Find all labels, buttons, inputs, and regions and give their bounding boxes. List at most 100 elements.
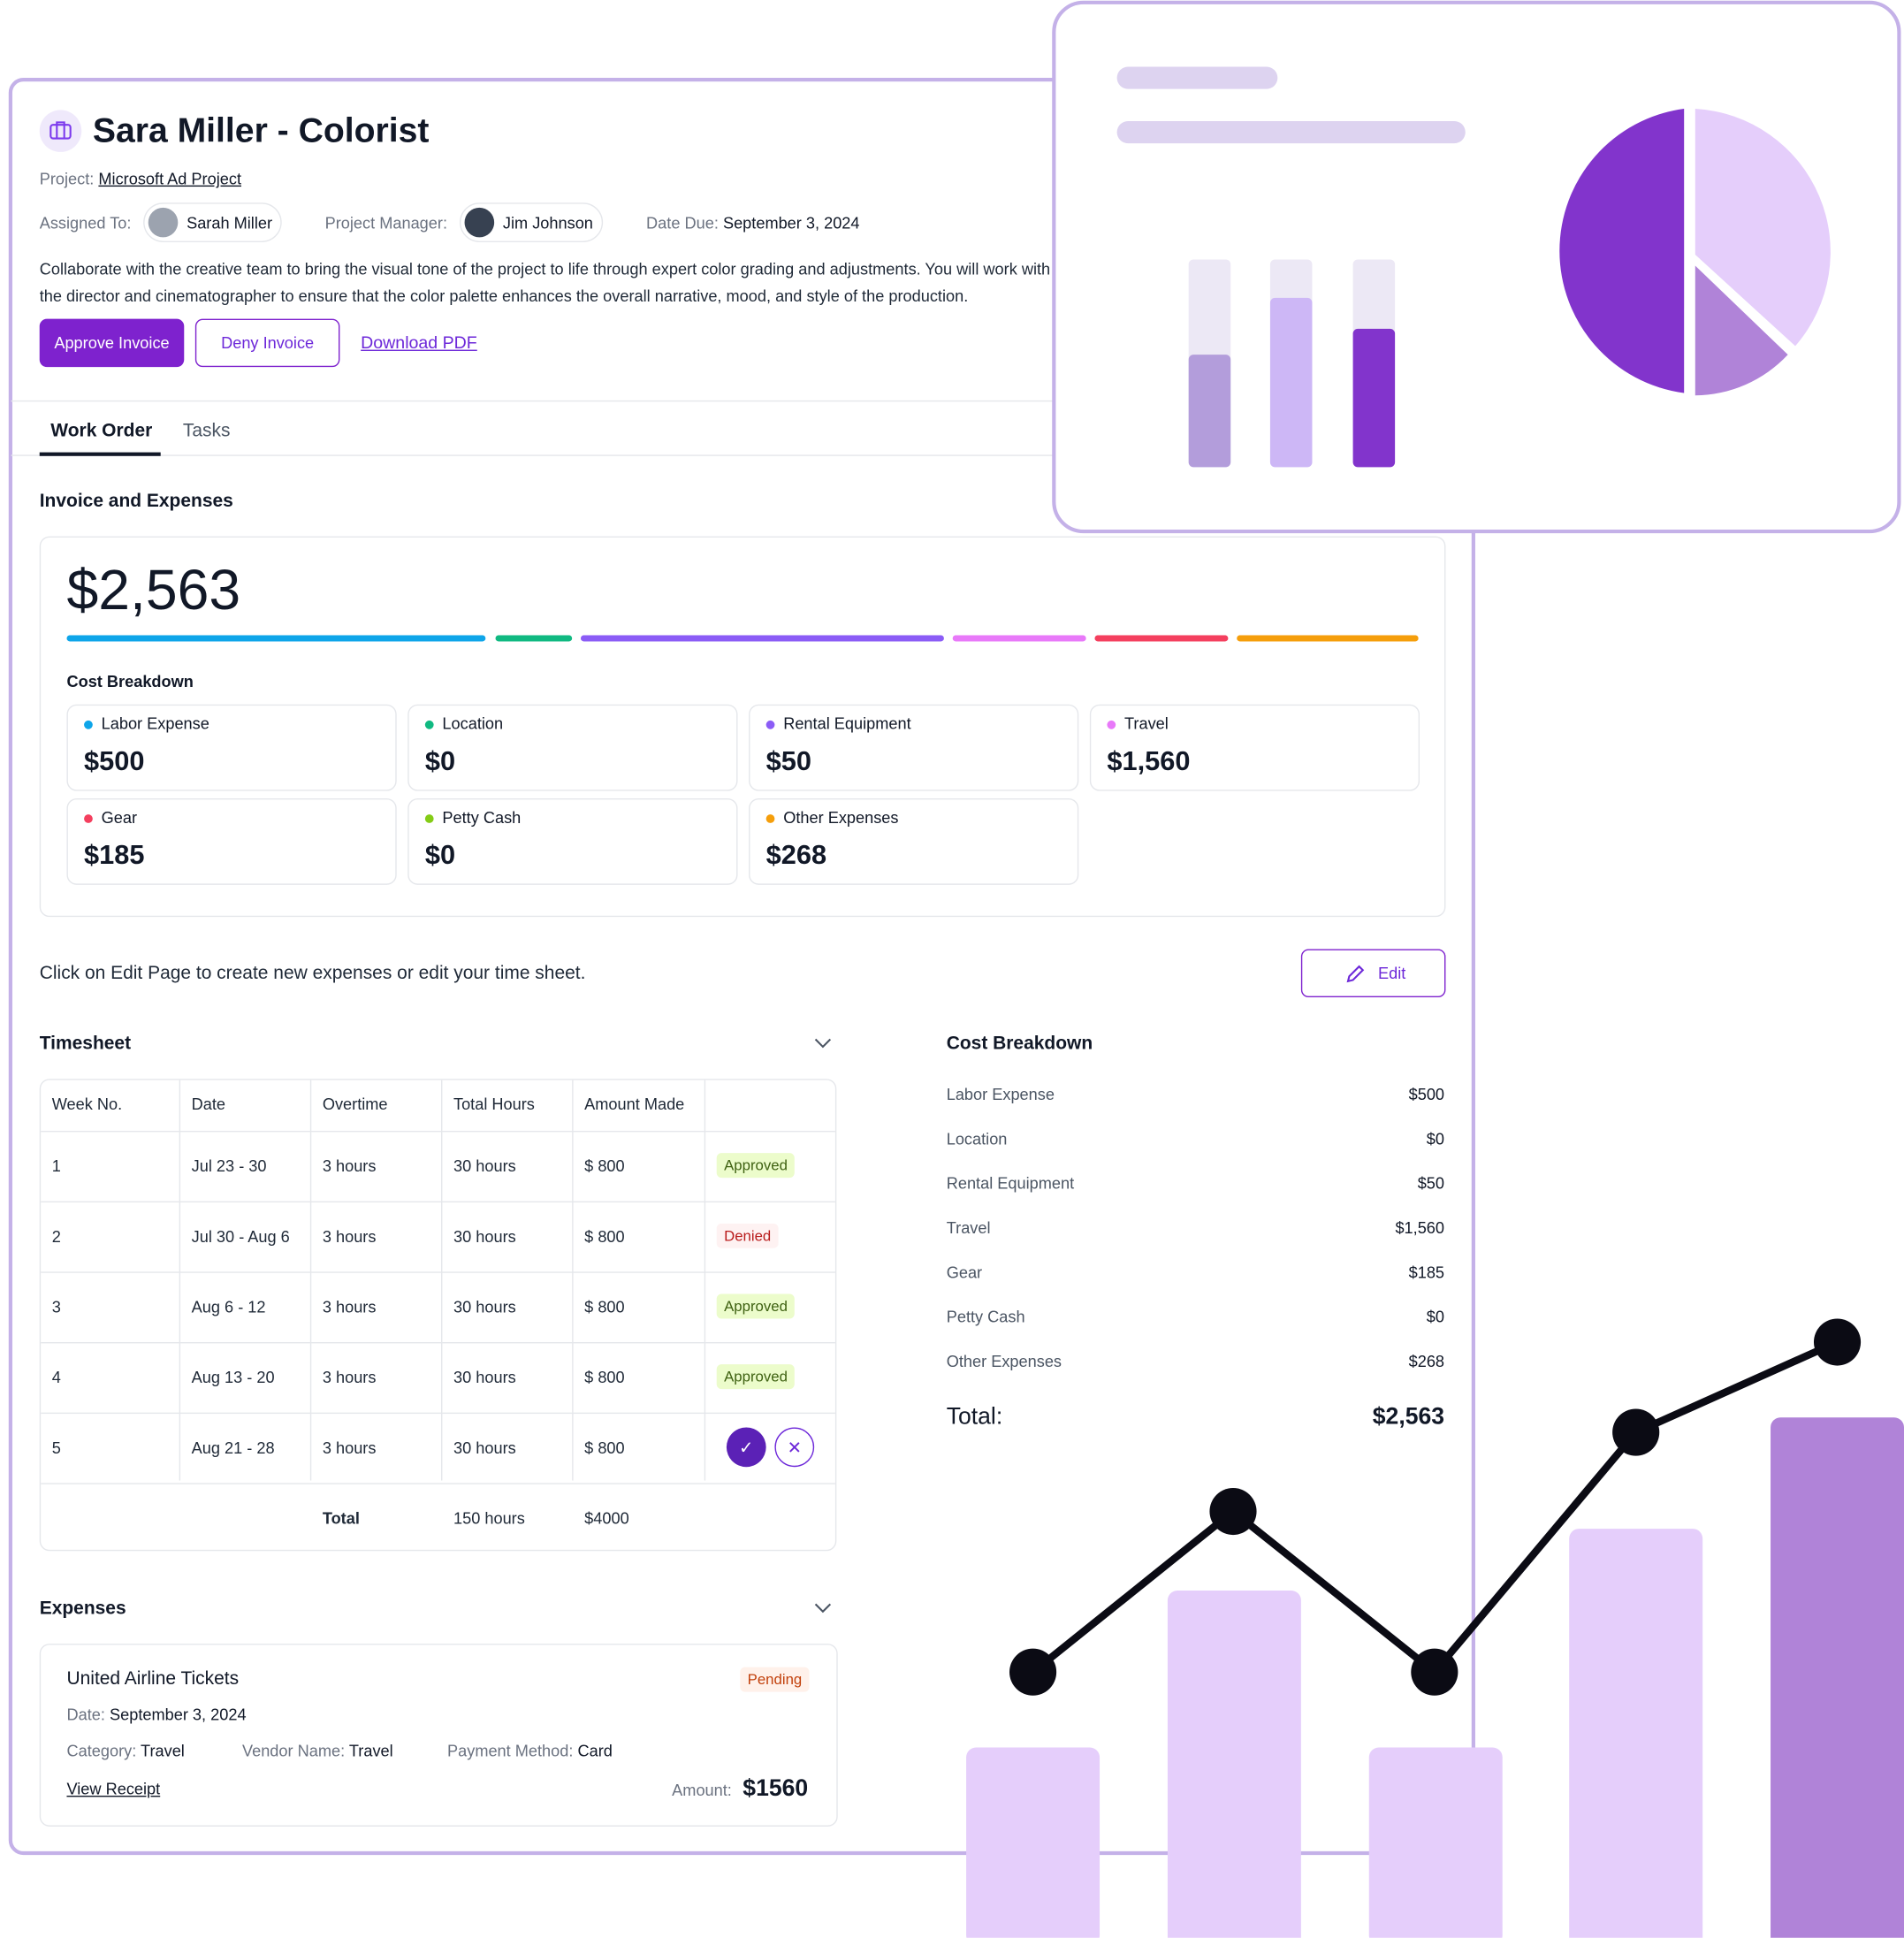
column-divider — [572, 1080, 574, 1481]
cost-value: $1,560 — [1107, 744, 1191, 776]
label: Category: — [66, 1741, 137, 1760]
pencil-icon — [1346, 964, 1365, 982]
section-title: Invoice and Expenses — [39, 490, 233, 512]
cost-value: $500 — [84, 744, 145, 776]
cost-card — [1089, 704, 1420, 791]
deny-button[interactable]: Deny Invoice — [194, 318, 340, 368]
value: $1560 — [743, 1775, 809, 1802]
expense-title: United Airline Tickets — [66, 1668, 240, 1690]
cell: $ 800 — [584, 1156, 625, 1176]
summary-label: Location — [946, 1129, 1008, 1148]
timesheet-table — [39, 1079, 837, 1552]
cost-label: Petty Cash — [442, 808, 522, 828]
cell: 3 — [51, 1297, 61, 1316]
color-bar — [66, 635, 1419, 642]
status-pill: Pending — [740, 1667, 810, 1692]
chip: Sarah Miller — [143, 202, 282, 242]
expense-category: Category: Travel — [66, 1742, 184, 1760]
cost-label: Labor Expense — [101, 713, 209, 733]
legend-dot — [1107, 720, 1116, 729]
column-header: Amount Made — [584, 1095, 685, 1114]
summary-value: $50 — [1417, 1173, 1445, 1193]
summary-total-label: Total: — [946, 1403, 1003, 1431]
total-label: Total — [322, 1508, 360, 1528]
value: Travel — [141, 1741, 185, 1760]
cell: Jul 30 - Aug 6 — [191, 1227, 290, 1246]
column-header: Overtime — [322, 1095, 388, 1114]
status-pill: Approved — [716, 1364, 796, 1390]
project-link[interactable]: Microsoft Ad Project — [98, 169, 242, 188]
cell: 3 hours — [322, 1156, 377, 1176]
row-divider — [41, 1130, 835, 1133]
cell: $ 800 — [584, 1227, 625, 1246]
cost-value: $268 — [765, 839, 827, 871]
row-divider — [41, 1271, 835, 1273]
cost-card — [407, 797, 738, 885]
manager: Jim Johnson — [502, 213, 593, 233]
tab[interactable]: Tasks — [182, 420, 231, 442]
cell: $ 800 — [584, 1297, 625, 1316]
chip: Jim Johnson — [459, 202, 604, 242]
section-title: Timesheet — [39, 1033, 132, 1055]
status-pill: Denied — [716, 1223, 779, 1248]
expense-payment: Payment Method: Card — [447, 1742, 613, 1760]
total-hours: 150 hours — [453, 1508, 525, 1528]
label: Amount: — [672, 1781, 732, 1800]
cell: 2 — [51, 1227, 61, 1246]
project-line: Project: Microsoft Ad Project — [40, 169, 241, 187]
due: September 3, 2024 — [722, 213, 860, 233]
column-divider — [441, 1080, 443, 1481]
edit-button[interactable]: Edit — [1300, 949, 1446, 998]
description: Collaborate with the creative team to br… — [39, 259, 1051, 306]
value: Travel — [348, 1741, 393, 1760]
cell: 3 hours — [322, 1368, 377, 1387]
summary-value: $0 — [1426, 1129, 1445, 1148]
icon — [39, 110, 82, 152]
expense-vendor: Vendor Name: Travel — [242, 1742, 393, 1760]
cost-card — [66, 797, 397, 885]
deny-icon-button[interactable]: ✕ — [774, 1427, 815, 1468]
avatar — [464, 207, 495, 238]
expense-date: Date: September 3, 2024 — [66, 1705, 246, 1724]
briefcase-icon — [50, 121, 72, 140]
cell: 30 hours — [453, 1156, 516, 1176]
expense-amount: Amount: $1560 — [561, 1775, 809, 1804]
cell: 30 hours — [453, 1227, 516, 1246]
illustration-chart — [966, 1318, 1904, 1938]
legend-dot — [424, 814, 434, 823]
cell: 3 hours — [322, 1438, 377, 1458]
summary-label: Other Expenses — [946, 1352, 1062, 1371]
tab[interactable]: Work Order — [50, 420, 153, 442]
column-header: Total Hours — [453, 1095, 535, 1114]
legend-dot — [765, 720, 775, 729]
summary-value: $1,560 — [1395, 1218, 1445, 1238]
due-line: Date Due: September 3, 2024 — [646, 214, 859, 233]
summary-value: $185 — [1408, 1263, 1445, 1282]
summary-value: $0 — [1426, 1307, 1445, 1326]
cost-value: $0 — [424, 839, 456, 871]
row-divider — [41, 1412, 835, 1415]
cell: $ 800 — [584, 1438, 625, 1458]
summary-label: Gear — [946, 1263, 983, 1282]
summary-value: $500 — [1408, 1085, 1445, 1104]
receipt-link[interactable]: View Receipt — [66, 1779, 161, 1798]
column-divider — [704, 1080, 706, 1481]
download-link[interactable]: Download PDF — [361, 332, 477, 353]
legend-dot — [424, 720, 434, 729]
approve-icon-button[interactable]: ✓ — [726, 1427, 766, 1468]
cell: Aug 6 - 12 — [191, 1297, 266, 1316]
column-divider — [179, 1080, 181, 1481]
divider — [11, 454, 1474, 456]
cost-label: Rental Equipment — [783, 713, 911, 733]
approve-button[interactable]: Approve Invoice — [39, 318, 185, 368]
avatar — [148, 207, 179, 238]
label: Date Due: — [646, 213, 719, 233]
value: Card — [577, 1741, 613, 1760]
chevron[interactable] — [813, 1600, 833, 1615]
invoice-total: $2,563 — [66, 557, 241, 622]
chevron[interactable] — [813, 1035, 833, 1050]
title: Sara Miller - Colorist — [92, 111, 430, 150]
summary-value: $268 — [1408, 1352, 1445, 1371]
